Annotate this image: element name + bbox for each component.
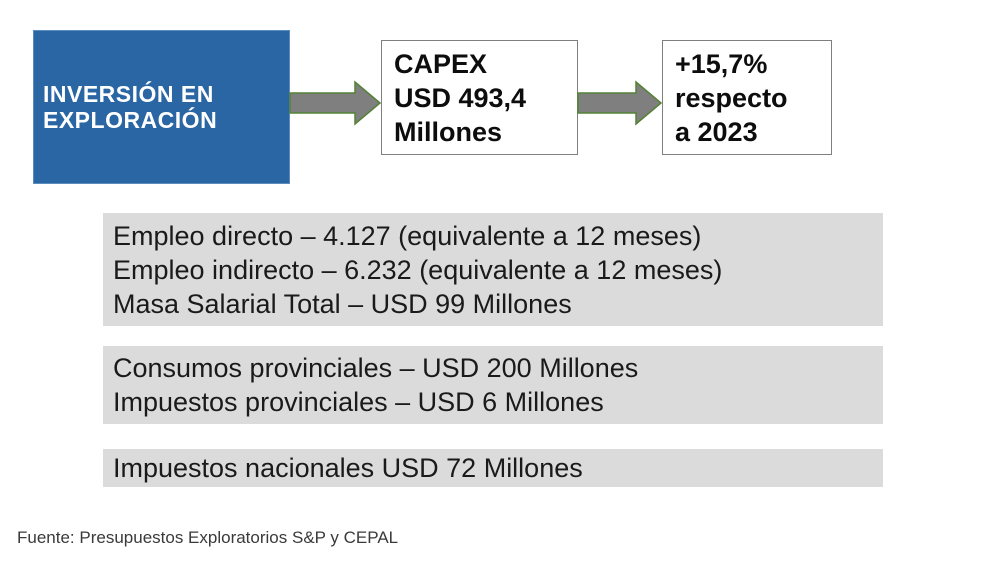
info-line: Impuestos provinciales – USD 6 Millones (113, 387, 604, 417)
info-line: Consumos provinciales – USD 200 Millones (113, 353, 639, 383)
title-line-1: INVERSIÓN EN (43, 81, 214, 107)
info-line: Masa Salarial Total – USD 99 Millones (113, 288, 572, 319)
arrow-right-icon (577, 80, 663, 126)
change-line-3: a 2023 (675, 116, 758, 147)
capex-box: CAPEX USD 493,4 Millones (381, 40, 578, 155)
info-box-employment: Empleo directo – 4.127 (equivalente a 12… (103, 213, 883, 326)
info-box-national-taxes: Impuestos nacionales USD 72 Millones (103, 449, 883, 487)
title-box: INVERSIÓN EN EXPLORACIÓN (33, 30, 290, 184)
change-line-1: +15,7% (675, 48, 768, 79)
info-line: Impuestos nacionales USD 72 Millones (113, 453, 583, 483)
change-box: +15,7% respecto a 2023 (662, 40, 832, 155)
info-box-provincial: Consumos provinciales – USD 200 Millones… (103, 346, 883, 424)
change-line-2: respecto (675, 82, 788, 113)
title-line-2: EXPLORACIÓN (43, 107, 218, 133)
capex-line-3: Millones (394, 116, 503, 147)
capex-line-2: USD 493,4 (394, 82, 527, 113)
info-line: Empleo indirecto – 6.232 (equivalente a … (113, 254, 723, 285)
source-note: Fuente: Presupuestos Exploratorios S&P y… (17, 528, 399, 547)
arrow-right-icon (289, 80, 382, 126)
info-line: Empleo directo – 4.127 (equivalente a 12… (113, 220, 702, 251)
capex-line-1: CAPEX (394, 48, 488, 79)
